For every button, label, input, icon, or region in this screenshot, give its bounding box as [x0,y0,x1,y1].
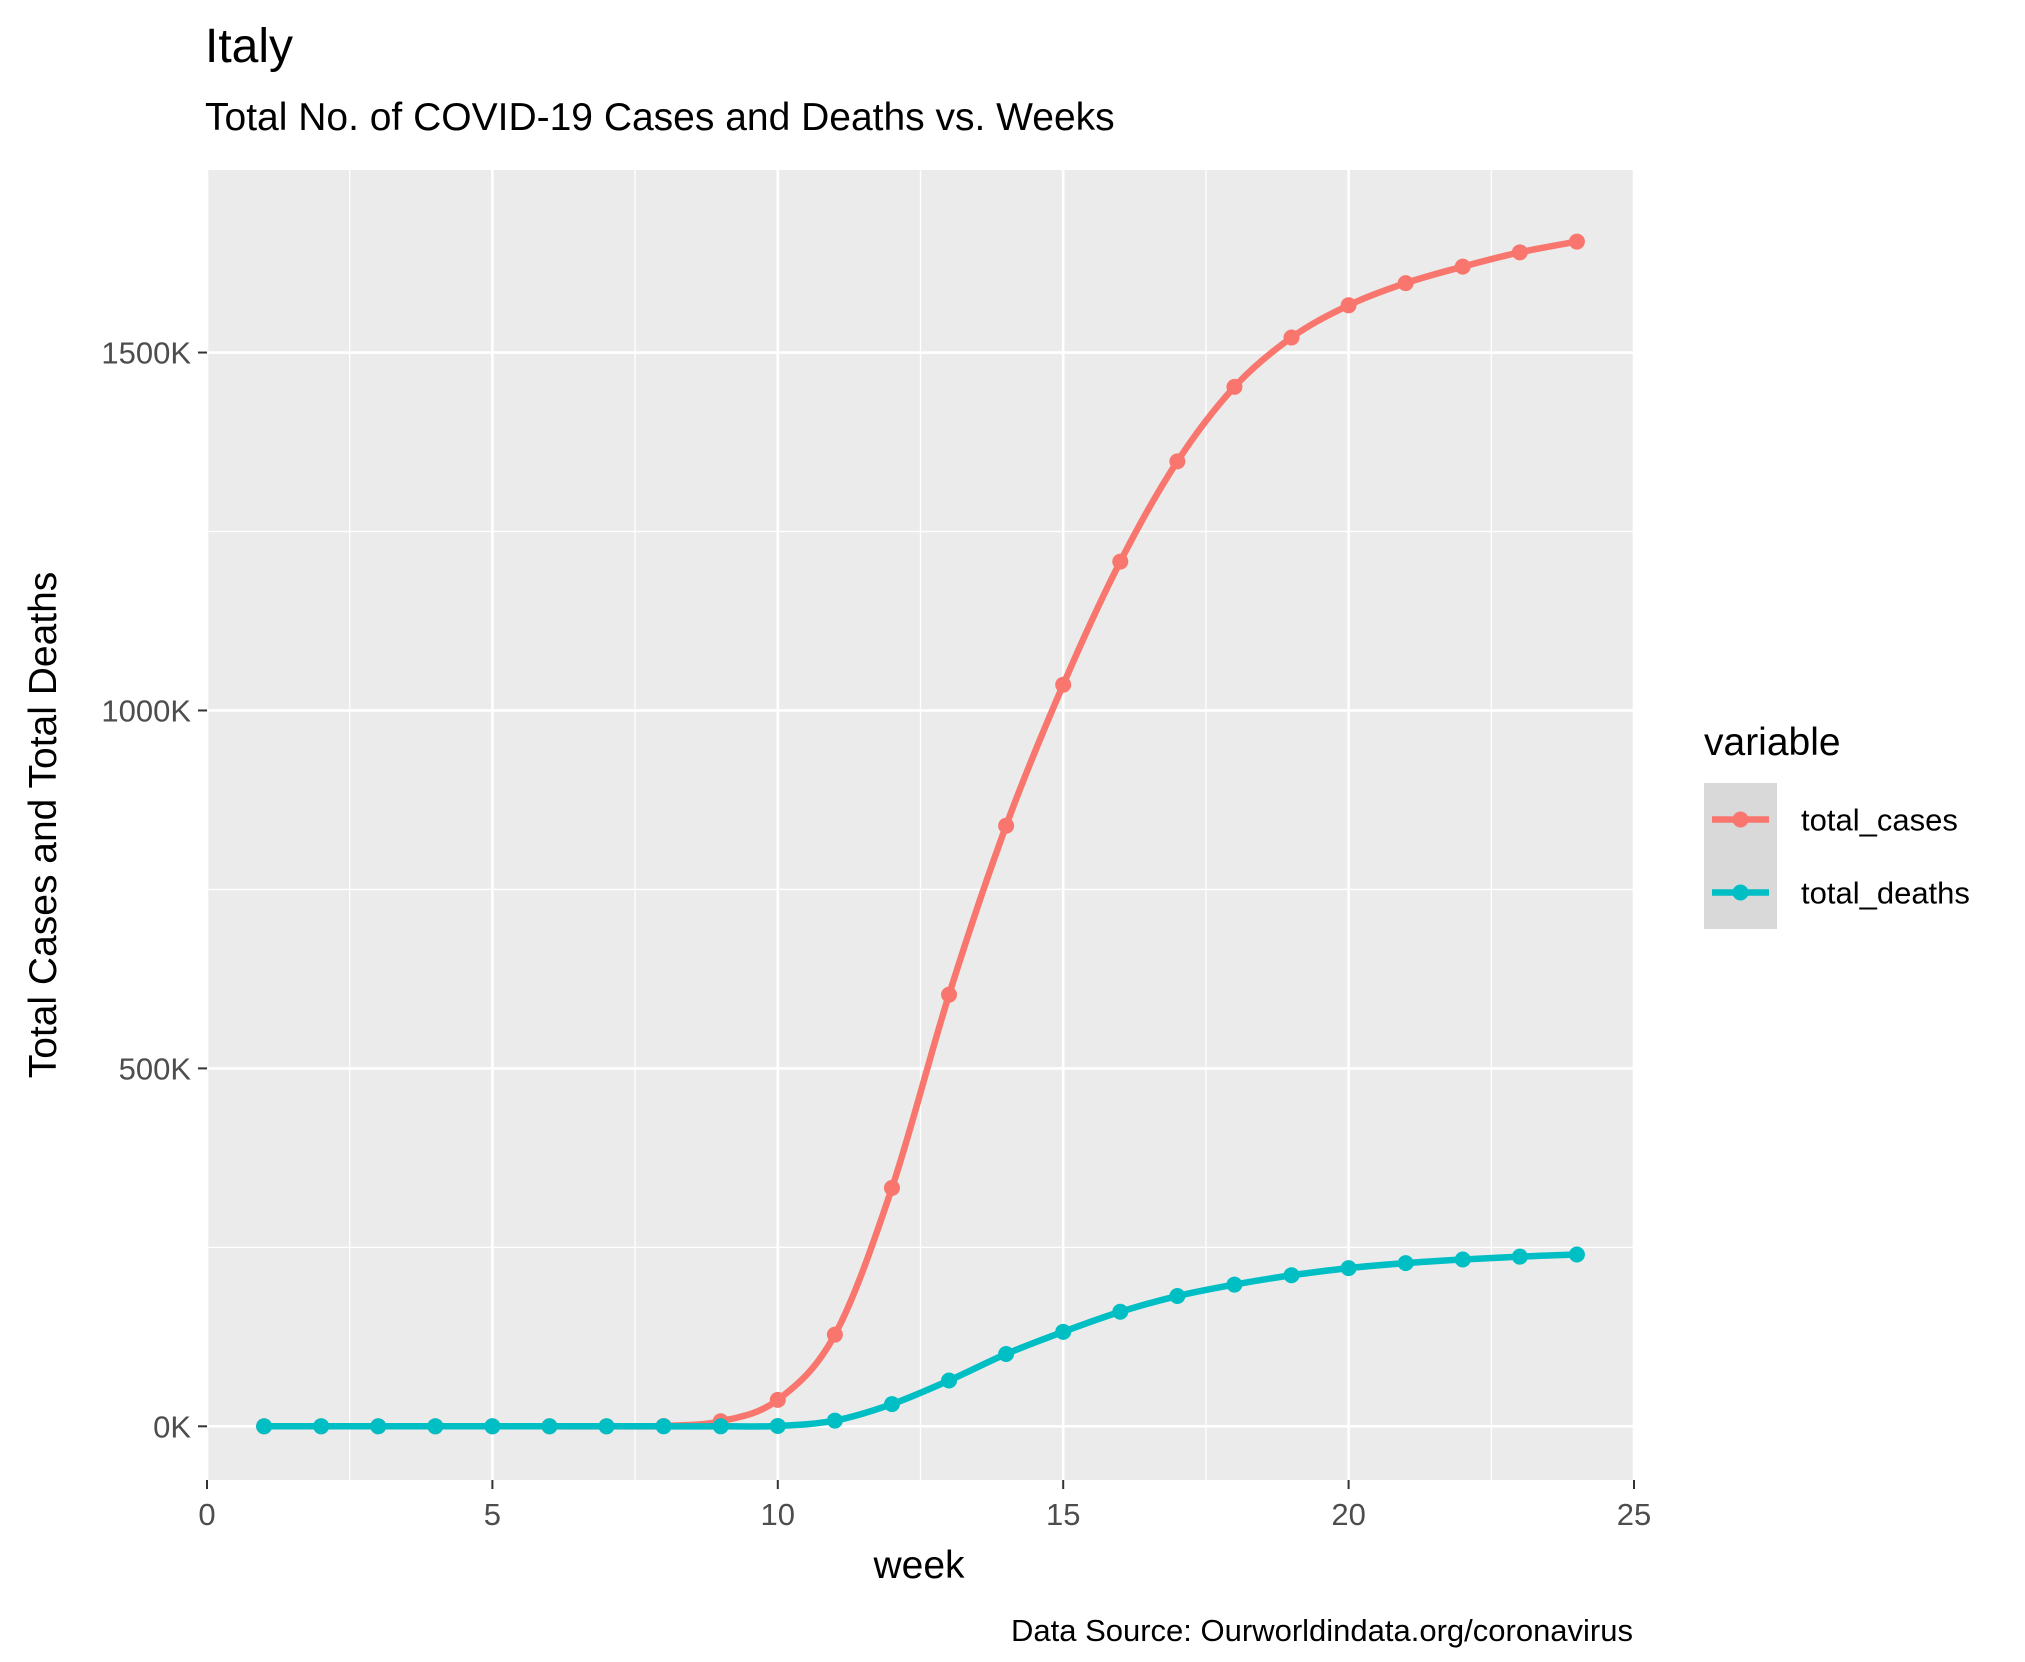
data-point [1112,553,1129,570]
data-point [484,1418,501,1435]
y-axis-title: Total Cases and Total Deaths [22,572,65,1079]
data-point [1340,1260,1357,1277]
data-point [941,1372,958,1389]
major-gridlines [205,170,1636,1480]
data-point [313,1418,330,1435]
axes: 0 5 10 15 20 25 0K 500K 1000K 1500K [101,336,1651,1532]
data-point [1511,244,1528,261]
x-tick-label: 5 [484,1497,501,1532]
data-point [1055,676,1072,693]
data-point [826,1326,843,1343]
x-axis-title: week [872,1544,965,1587]
y-tick-label: 1000K [101,693,191,728]
y-tick-label: 1500K [101,336,191,371]
legend-key-point [1732,811,1749,828]
legend-title: variable [1704,721,1841,764]
data-point [1397,1255,1414,1272]
series-layer [256,233,1585,1435]
data-point [1397,275,1414,292]
data-point [1283,329,1300,346]
data-point [1112,1303,1129,1320]
x-tick-label: 15 [1046,1497,1080,1532]
data-point [256,1418,273,1435]
data-point [1226,1276,1243,1293]
data-point [883,1179,900,1196]
data-point [883,1396,900,1413]
y-tick-label: 500K [119,1051,192,1086]
data-point [1340,297,1357,314]
minor-gridlines [207,170,1634,1480]
data-point [1511,1248,1528,1265]
data-point [1055,1323,1072,1340]
data-point [1568,1246,1585,1263]
chart-caption: Data Source: Ourworldindata.org/coronavi… [1011,1613,1633,1648]
data-point [1169,453,1186,470]
data-point [769,1391,786,1408]
x-tick-label: 0 [198,1497,215,1532]
data-point [1568,233,1585,250]
data-point [712,1418,729,1435]
data-point [1283,1267,1300,1284]
legend-key-point [1732,884,1749,901]
data-point [1226,378,1243,395]
legend: variable total_cases total_deaths [1704,721,1970,929]
data-point [1169,1288,1186,1305]
data-point [826,1412,843,1429]
data-point [998,817,1015,834]
x-tick-label: 25 [1617,1497,1651,1532]
series-total-deaths [256,1246,1585,1435]
chart-subtitle: Total No. of COVID-19 Cases and Deaths v… [205,96,1115,139]
data-point [427,1418,444,1435]
legend-label: total_cases [1801,803,1958,838]
data-point [998,1346,1015,1363]
data-point [541,1418,558,1435]
data-point [1454,1251,1471,1268]
data-point [598,1418,615,1435]
data-point [655,1418,672,1435]
data-point [1454,258,1471,275]
legend-item-total-cases: total_cases [1704,783,1958,856]
x-tick-label: 20 [1331,1497,1365,1532]
y-tick-label: 0K [153,1409,191,1444]
x-tick-label: 10 [761,1497,795,1532]
chart-title: Italy [205,20,293,73]
data-point [941,986,958,1003]
legend-item-total-deaths: total_deaths [1704,856,1970,929]
legend-label: total_deaths [1801,876,1970,911]
data-point [370,1418,387,1435]
data-point [769,1417,786,1434]
